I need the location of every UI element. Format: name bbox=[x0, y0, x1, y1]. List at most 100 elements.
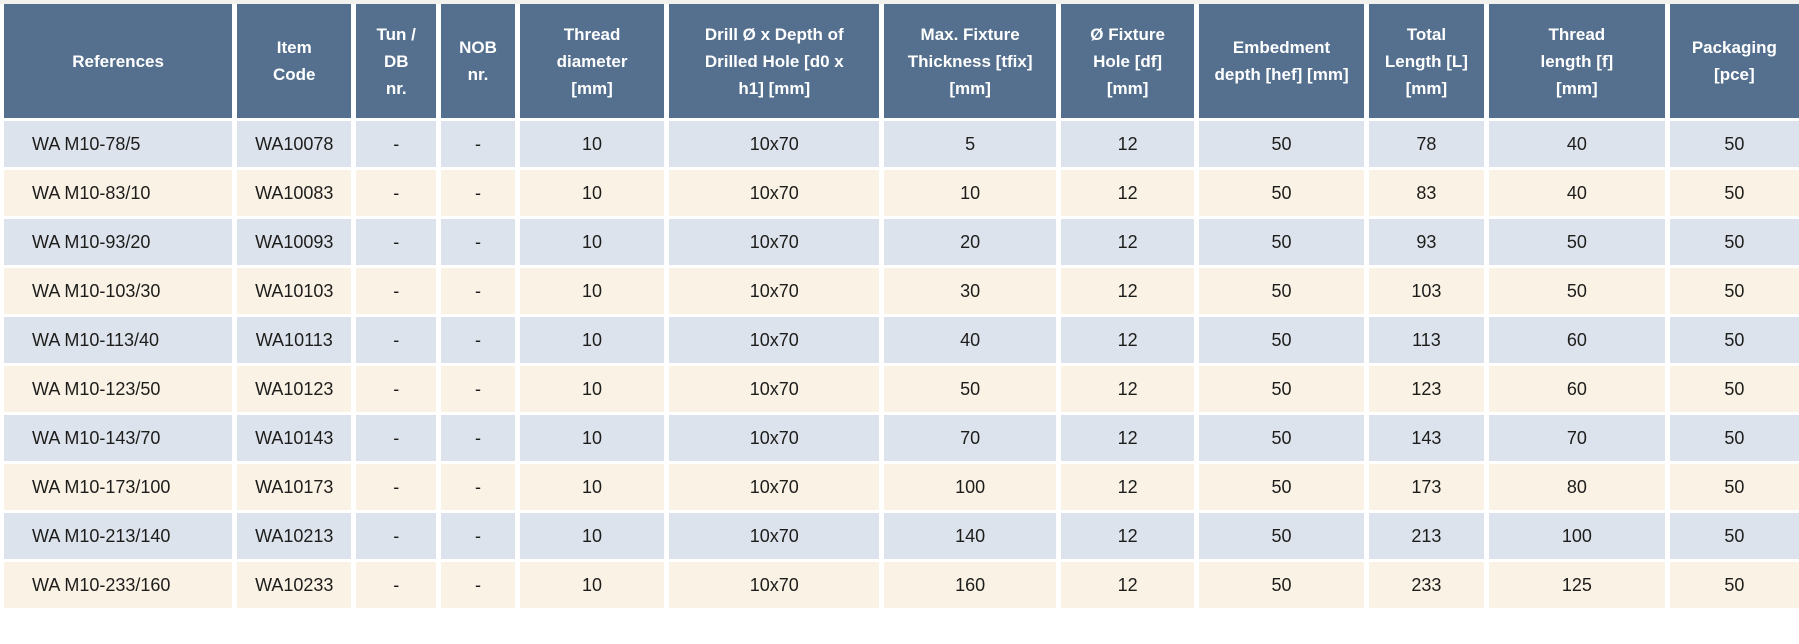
cell-total-length: 213 bbox=[1368, 513, 1489, 562]
cell-thread-diameter: 10 bbox=[519, 513, 670, 562]
cell-max-fixture-thickness: 10 bbox=[884, 170, 1061, 219]
cell-drill-depth: 10x70 bbox=[669, 562, 885, 611]
cell-thread-length: 70 bbox=[1488, 415, 1670, 464]
cell-item-code: WA10173 bbox=[237, 464, 357, 513]
cell-thread-diameter: 10 bbox=[519, 170, 670, 219]
cell-fixture-hole: 12 bbox=[1060, 170, 1200, 219]
cell-drill-depth: 10x70 bbox=[669, 219, 885, 268]
cell-tun-db-nr: - bbox=[356, 317, 442, 366]
cell-references: WA M10-83/10 bbox=[4, 170, 238, 219]
cell-nob-nr: - bbox=[441, 121, 520, 170]
cell-packaging: 50 bbox=[1669, 170, 1799, 219]
cell-tun-db-nr: - bbox=[356, 464, 442, 513]
cell-packaging: 50 bbox=[1669, 415, 1799, 464]
cell-thread-diameter: 10 bbox=[519, 121, 670, 170]
cell-item-code: WA10103 bbox=[237, 268, 357, 317]
column-header-item-code: Item Code bbox=[237, 4, 357, 121]
cell-thread-length: 40 bbox=[1488, 121, 1670, 170]
cell-total-length: 93 bbox=[1368, 219, 1489, 268]
cell-embedment-depth: 50 bbox=[1199, 464, 1369, 513]
cell-thread-diameter: 10 bbox=[519, 464, 670, 513]
cell-fixture-hole: 12 bbox=[1060, 415, 1200, 464]
cell-fixture-hole: 12 bbox=[1060, 317, 1200, 366]
column-header-packaging: Packaging [pce] bbox=[1669, 4, 1799, 121]
cell-item-code: WA10233 bbox=[237, 562, 357, 611]
cell-fixture-hole: 12 bbox=[1060, 513, 1200, 562]
cell-fixture-hole: 12 bbox=[1060, 268, 1200, 317]
cell-thread-diameter: 10 bbox=[519, 219, 670, 268]
cell-total-length: 113 bbox=[1368, 317, 1489, 366]
cell-max-fixture-thickness: 20 bbox=[884, 219, 1061, 268]
cell-total-length: 83 bbox=[1368, 170, 1489, 219]
column-header-drill-depth: Drill Ø x Depth of Drilled Hole [d0 x h1… bbox=[669, 4, 885, 121]
cell-nob-nr: - bbox=[441, 513, 520, 562]
cell-packaging: 50 bbox=[1669, 562, 1799, 611]
cell-max-fixture-thickness: 160 bbox=[884, 562, 1061, 611]
cell-tun-db-nr: - bbox=[356, 415, 442, 464]
cell-thread-length: 60 bbox=[1488, 317, 1670, 366]
cell-thread-length: 40 bbox=[1488, 170, 1670, 219]
cell-total-length: 123 bbox=[1368, 366, 1489, 415]
cell-nob-nr: - bbox=[441, 562, 520, 611]
cell-item-code: WA10083 bbox=[237, 170, 357, 219]
table-row: WA M10-78/5 WA10078- -10 10x70 5 12 50 78 40 50 bbox=[4, 121, 1799, 170]
cell-embedment-depth: 50 bbox=[1199, 317, 1369, 366]
cell-total-length: 173 bbox=[1368, 464, 1489, 513]
spec-table-container: References Item Code Tun / DB nr. NOB nr… bbox=[0, 4, 1799, 611]
spec-table-header: References Item Code Tun / DB nr. NOB nr… bbox=[4, 4, 1799, 121]
column-header-fixture-hole: Ø Fixture Hole [df] [mm] bbox=[1060, 4, 1200, 121]
cell-thread-diameter: 10 bbox=[519, 415, 670, 464]
cell-thread-length: 125 bbox=[1488, 562, 1670, 611]
cell-drill-depth: 10x70 bbox=[669, 268, 885, 317]
cell-fixture-hole: 12 bbox=[1060, 366, 1200, 415]
cell-drill-depth: 10x70 bbox=[669, 170, 885, 219]
cell-fixture-hole: 12 bbox=[1060, 121, 1200, 170]
cell-tun-db-nr: - bbox=[356, 513, 442, 562]
cell-item-code: WA10213 bbox=[237, 513, 357, 562]
cell-max-fixture-thickness: 50 bbox=[884, 366, 1061, 415]
table-row: WA M10-143/70 WA10143- -10 10x70 70 12 50 143 70… bbox=[4, 415, 1799, 464]
cell-packaging: 50 bbox=[1669, 268, 1799, 317]
cell-references: WA M10-173/100 bbox=[4, 464, 238, 513]
table-row: WA M10-233/160 WA10233- -10 10x70 160 12 50 233… bbox=[4, 562, 1799, 611]
column-header-references: References bbox=[4, 4, 238, 121]
cell-max-fixture-thickness: 30 bbox=[884, 268, 1061, 317]
table-row: WA M10-93/20 WA10093- -10 10x70 20 12 50 93 50 50 bbox=[4, 219, 1799, 268]
cell-thread-length: 60 bbox=[1488, 366, 1670, 415]
cell-fixture-hole: 12 bbox=[1060, 219, 1200, 268]
cell-references: WA M10-213/140 bbox=[4, 513, 238, 562]
cell-embedment-depth: 50 bbox=[1199, 366, 1369, 415]
cell-embedment-depth: 50 bbox=[1199, 170, 1369, 219]
cell-embedment-depth: 50 bbox=[1199, 415, 1369, 464]
cell-total-length: 103 bbox=[1368, 268, 1489, 317]
cell-max-fixture-thickness: 100 bbox=[884, 464, 1061, 513]
table-row: WA M10-123/50 WA10123- -10 10x70 50 12 50 123 60… bbox=[4, 366, 1799, 415]
cell-packaging: 50 bbox=[1669, 464, 1799, 513]
column-header-total-length: Total Length [L] [mm] bbox=[1368, 4, 1489, 121]
cell-thread-diameter: 10 bbox=[519, 317, 670, 366]
cell-drill-depth: 10x70 bbox=[669, 464, 885, 513]
cell-thread-length: 100 bbox=[1488, 513, 1670, 562]
table-row: WA M10-83/10 WA10083- -10 10x70 10 12 50 83 40 50 bbox=[4, 170, 1799, 219]
cell-fixture-hole: 12 bbox=[1060, 464, 1200, 513]
cell-embedment-depth: 50 bbox=[1199, 219, 1369, 268]
cell-packaging: 50 bbox=[1669, 366, 1799, 415]
cell-tun-db-nr: - bbox=[356, 170, 442, 219]
cell-tun-db-nr: - bbox=[356, 268, 442, 317]
cell-nob-nr: - bbox=[441, 415, 520, 464]
column-header-nob-nr: NOB nr. bbox=[441, 4, 520, 121]
cell-max-fixture-thickness: 70 bbox=[884, 415, 1061, 464]
cell-thread-diameter: 10 bbox=[519, 366, 670, 415]
cell-nob-nr: - bbox=[441, 366, 520, 415]
cell-drill-depth: 10x70 bbox=[669, 121, 885, 170]
cell-nob-nr: - bbox=[441, 219, 520, 268]
cell-references: WA M10-103/30 bbox=[4, 268, 238, 317]
header-row: References Item Code Tun / DB nr. NOB nr… bbox=[4, 4, 1799, 121]
table-row: WA M10-173/100 WA10173- -10 10x70 100 12 50 173… bbox=[4, 464, 1799, 513]
cell-max-fixture-thickness: 140 bbox=[884, 513, 1061, 562]
cell-references: WA M10-93/20 bbox=[4, 219, 238, 268]
cell-thread-length: 80 bbox=[1488, 464, 1670, 513]
column-header-tun-db-nr: Tun / DB nr. bbox=[356, 4, 442, 121]
cell-tun-db-nr: - bbox=[356, 562, 442, 611]
cell-packaging: 50 bbox=[1669, 121, 1799, 170]
